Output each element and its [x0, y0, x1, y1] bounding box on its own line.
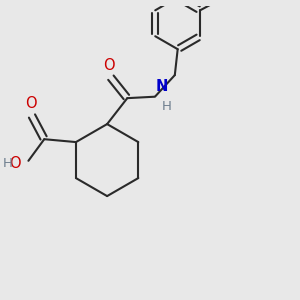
Text: N: N	[156, 80, 169, 94]
Text: O: O	[103, 58, 114, 73]
Text: H: H	[162, 100, 172, 112]
Text: O: O	[10, 156, 21, 171]
Text: O: O	[26, 96, 37, 111]
Text: H: H	[3, 157, 13, 169]
